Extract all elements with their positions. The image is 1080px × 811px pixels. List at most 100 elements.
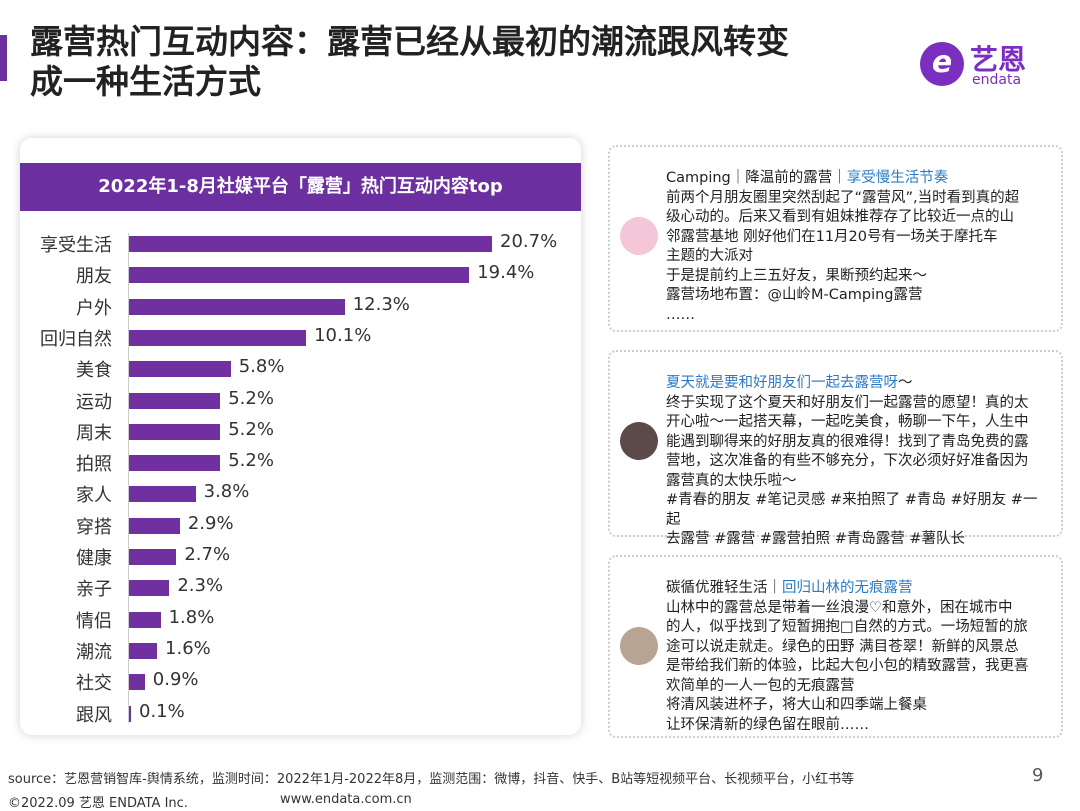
value-label: 0.1% bbox=[139, 700, 185, 722]
logo-cn: 艺恩 bbox=[970, 43, 1027, 76]
post-heading: Camping｜降温前的露营｜享受慢生活节奏 bbox=[666, 169, 1047, 189]
post-text: Camping｜降温前的露营｜享受慢生活节奏 前两个月朋友圈里突然刮起了“露营风… bbox=[666, 169, 1047, 325]
title-line-2: 成一种生活方式 bbox=[30, 62, 261, 101]
social-post-card: 碳循优雅轻生活｜回归山林的无痕露营 山林中的露营总是带着一丝浪漫♡和意外，困在城… bbox=[608, 555, 1063, 738]
bar bbox=[129, 674, 145, 691]
value-label: 2.3% bbox=[177, 575, 224, 597]
post-line: 级心动的。后来又看到有姐妹推荐存了比较近一点的山 bbox=[666, 209, 1014, 225]
category-label: 周末 bbox=[76, 422, 112, 444]
value-label: 2.9% bbox=[187, 512, 234, 534]
post-line: 将清风装进杯子，将大山和四季端上餐桌 bbox=[666, 697, 927, 713]
post-heading: 夏天就是要和好朋友们一起去露营呀～ bbox=[666, 374, 1047, 394]
category-label: 穿搭 bbox=[76, 516, 112, 538]
category-label: 亲子 bbox=[76, 579, 112, 601]
user-avatar bbox=[620, 422, 658, 460]
website-link[interactable]: www.endata.com.cn bbox=[280, 792, 412, 807]
post-line: 欢简单的一人一包的无痕露营 bbox=[666, 677, 855, 694]
bar bbox=[129, 705, 131, 722]
copyright: ©2022.09 艺恩 ENDATA Inc. bbox=[8, 796, 188, 811]
value-label: 10.1% bbox=[314, 324, 372, 346]
post-heading: 碳循优雅轻生活｜回归山林的无痕露营 bbox=[666, 579, 1047, 599]
post-line: …… bbox=[666, 306, 695, 323]
post-line: 是带给我们新的体验，比起大包小包的精致露营，我更喜 bbox=[666, 658, 1029, 674]
bar bbox=[129, 517, 180, 534]
value-label: 5.2% bbox=[228, 418, 274, 440]
post-line: 终于实现了这个夏天和好朋友们一起露营的愿望！真的太 bbox=[666, 394, 1029, 411]
post-line: 途可以说走就走。绿色的田野 满目苍翠！新鲜的风景总 bbox=[666, 638, 1019, 655]
post-line: 邻露营基地 刚好他们在11月20号有一场关于摩托车 bbox=[666, 228, 998, 245]
value-label: 20.7% bbox=[500, 231, 558, 252]
category-label: 朋友 bbox=[76, 266, 112, 288]
value-label: 5.2% bbox=[228, 450, 274, 472]
value-label: 3.8% bbox=[203, 481, 250, 503]
title-accent-bar bbox=[0, 35, 7, 81]
bar bbox=[129, 455, 221, 472]
post-line: 主题的大派对 bbox=[666, 248, 753, 264]
post-line: 开心啦～一起搭天幕，一起吃美食，畅聊一下午，人生中 bbox=[666, 414, 1029, 430]
bar bbox=[129, 549, 177, 565]
post-author: Camping｜降温前的露营｜ bbox=[666, 170, 847, 186]
social-post-card: 夏天就是要和好朋友们一起去露营呀～ 终于实现了这个夏天和好朋友们一起露营的愿望！… bbox=[608, 350, 1063, 547]
category-label: 情侣 bbox=[76, 610, 112, 632]
post-author: 碳循优雅轻生活｜ bbox=[666, 580, 782, 596]
logo-e-icon: e bbox=[920, 42, 964, 86]
post-text: 碳循优雅轻生活｜回归山林的无痕露营 山林中的露营总是带着一丝浪漫♡和意外，困在城… bbox=[666, 579, 1047, 735]
endata-logo: e 艺恩 endata bbox=[920, 40, 1060, 90]
value-label: 1.6% bbox=[165, 637, 211, 659]
post-title-link[interactable]: 享受慢生活节奏 bbox=[846, 170, 949, 186]
chart-card: 2022年1-8月社媒平台「露营」热门互动内容top 享受生活 20.7% 朋友 … bbox=[20, 138, 581, 735]
category-label: 拍照 bbox=[76, 454, 112, 476]
category-label: 回归自然 bbox=[40, 328, 112, 350]
category-label: 跟风 bbox=[76, 704, 112, 726]
category-label: 户外 bbox=[76, 297, 112, 319]
post-line: 于是提前约上三五好友，果断预约起来～ bbox=[666, 267, 927, 284]
value-label: 2.7% bbox=[184, 544, 231, 565]
category-label: 潮流 bbox=[76, 641, 112, 663]
post-title-link[interactable]: 夏天就是要和好朋友们一起去露营呀 bbox=[666, 375, 898, 391]
post-title-link[interactable]: 回归山林的无痕露营 bbox=[782, 580, 913, 596]
bar bbox=[129, 642, 158, 659]
category-label: 社交 bbox=[76, 673, 112, 695]
value-label: 1.8% bbox=[168, 606, 215, 628]
category-label: 家人 bbox=[76, 485, 112, 507]
bar bbox=[129, 392, 221, 409]
post-line: 前两个月朋友圈里突然刮起了“露营风”,当时看到真的超 bbox=[666, 189, 1020, 206]
page-title: 露营热门互动内容：露营已经从最初的潮流跟风转变 成一种生活方式 bbox=[30, 22, 890, 102]
bar bbox=[129, 361, 231, 378]
value-label: 19.4% bbox=[477, 262, 535, 284]
title-line-1: 露营热门互动内容：露营已经从最初的潮流跟风转变 bbox=[30, 22, 789, 61]
post-line: 露营真的太快乐啦～ bbox=[666, 472, 797, 489]
social-post-card: Camping｜降温前的露营｜享受慢生活节奏 前两个月朋友圈里突然刮起了“露营风… bbox=[608, 145, 1063, 332]
category-label: 健康 bbox=[76, 548, 112, 569]
bar bbox=[129, 580, 170, 597]
user-avatar bbox=[620, 217, 658, 255]
bar bbox=[129, 329, 307, 346]
bar bbox=[129, 486, 196, 503]
post-line: 露营场地布置：@山岭M-Camping露营 bbox=[666, 287, 923, 303]
bar bbox=[129, 423, 221, 440]
bar bbox=[129, 267, 470, 284]
page-number: 9 bbox=[1032, 765, 1044, 786]
user-avatar bbox=[620, 627, 658, 665]
chart-title: 2022年1-8月社媒平台「露营」热门互动内容top bbox=[20, 163, 581, 211]
post-line: 营地，这次准备的有些不够充分，下次必须好好准备因为 bbox=[666, 453, 1029, 469]
bar bbox=[129, 611, 161, 628]
post-line: 能遇到聊得来的好朋友真的很难得！找到了青岛免费的露 bbox=[666, 433, 1029, 450]
value-label: 5.2% bbox=[228, 387, 274, 409]
category-label: 美食 bbox=[76, 360, 112, 382]
category-label: 享受生活 bbox=[40, 235, 112, 256]
post-line: 的人，似乎找到了短暂拥抱□自然的方式。一场短暂的旅 bbox=[666, 619, 1028, 635]
value-label: 5.8% bbox=[238, 356, 285, 378]
category-label: 运动 bbox=[76, 391, 112, 413]
value-label: 12.3% bbox=[352, 293, 410, 315]
post-title-tail: ～ bbox=[898, 375, 913, 391]
post-line: 山林中的露营总是带着一丝浪漫♡和意外，困在城市中 bbox=[666, 599, 1013, 616]
post-line: 让环保清新的绿色留在眼前…… bbox=[666, 716, 869, 733]
post-line: 去露营 #露营 #露营拍照 #青岛露营 #薯队长 bbox=[666, 531, 966, 547]
source-note: source：艺恩营销智库-舆情系统，监测时间：2022年1月-2022年8月，… bbox=[8, 772, 855, 787]
value-label: 0.9% bbox=[152, 669, 199, 691]
bar bbox=[129, 236, 492, 252]
post-line: #青春的朋友 #笔记灵感 #来拍照了 #青岛 #好朋友 #一起 bbox=[666, 492, 1038, 528]
bar bbox=[129, 298, 345, 315]
logo-en: endata bbox=[972, 72, 1022, 88]
